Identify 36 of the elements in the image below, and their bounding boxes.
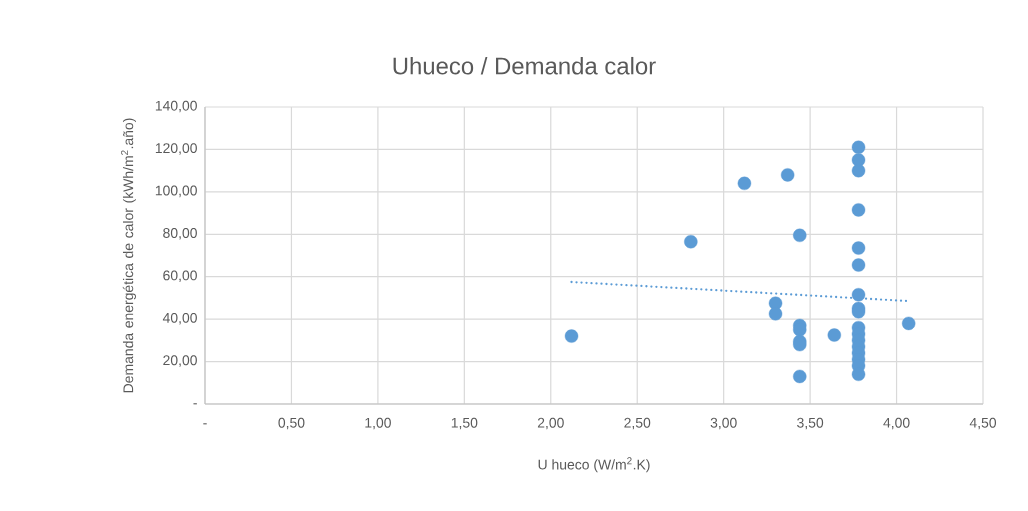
y-tick-label: 20,00 bbox=[163, 355, 197, 367]
point bbox=[901, 316, 916, 331]
x-tick-label: - bbox=[203, 423, 207, 425]
point bbox=[851, 163, 866, 178]
x-tick-label: 2,50 bbox=[624, 417, 651, 430]
y-tick-label: 80,00 bbox=[163, 228, 197, 240]
y-tick-label: 100,00 bbox=[155, 185, 197, 198]
point bbox=[780, 168, 795, 182]
point bbox=[827, 328, 842, 342]
y-tick-label: 120,00 bbox=[155, 143, 197, 155]
x-tick-label: 4,50 bbox=[969, 417, 997, 430]
x-tick-label: 0,50 bbox=[278, 417, 305, 430]
point bbox=[851, 203, 866, 217]
y-tick-label: - bbox=[193, 403, 197, 405]
point bbox=[768, 307, 783, 321]
point bbox=[793, 369, 807, 384]
y-axis-title: Demanda energética de calor (kWh/m$^{2}$.año) bbox=[121, 118, 136, 393]
point bbox=[851, 258, 866, 272]
point bbox=[851, 140, 866, 154]
x-tick-label: 3,50 bbox=[797, 417, 824, 430]
point bbox=[564, 329, 579, 343]
y-tick-label: 140,00 bbox=[155, 100, 197, 113]
y-tick-label: 40,00 bbox=[162, 312, 197, 325]
x-tick-label: 1,50 bbox=[451, 417, 478, 430]
x-tick-label: 2,00 bbox=[537, 417, 564, 430]
x-axis-title: U hueco (W/m$^{2}$.K) bbox=[538, 457, 650, 473]
point bbox=[851, 288, 866, 302]
point bbox=[684, 235, 698, 249]
point bbox=[737, 176, 752, 191]
y-tick-label: 60,00 bbox=[163, 270, 197, 282]
point bbox=[793, 228, 807, 243]
x-tick-label: 3,00 bbox=[710, 417, 737, 430]
point bbox=[851, 241, 866, 255]
x-tick-label: 1,00 bbox=[365, 417, 391, 430]
chart-title: Uhueco / Demanda calor bbox=[393, 56, 656, 75]
x-tick-label: 4,00 bbox=[883, 417, 910, 430]
